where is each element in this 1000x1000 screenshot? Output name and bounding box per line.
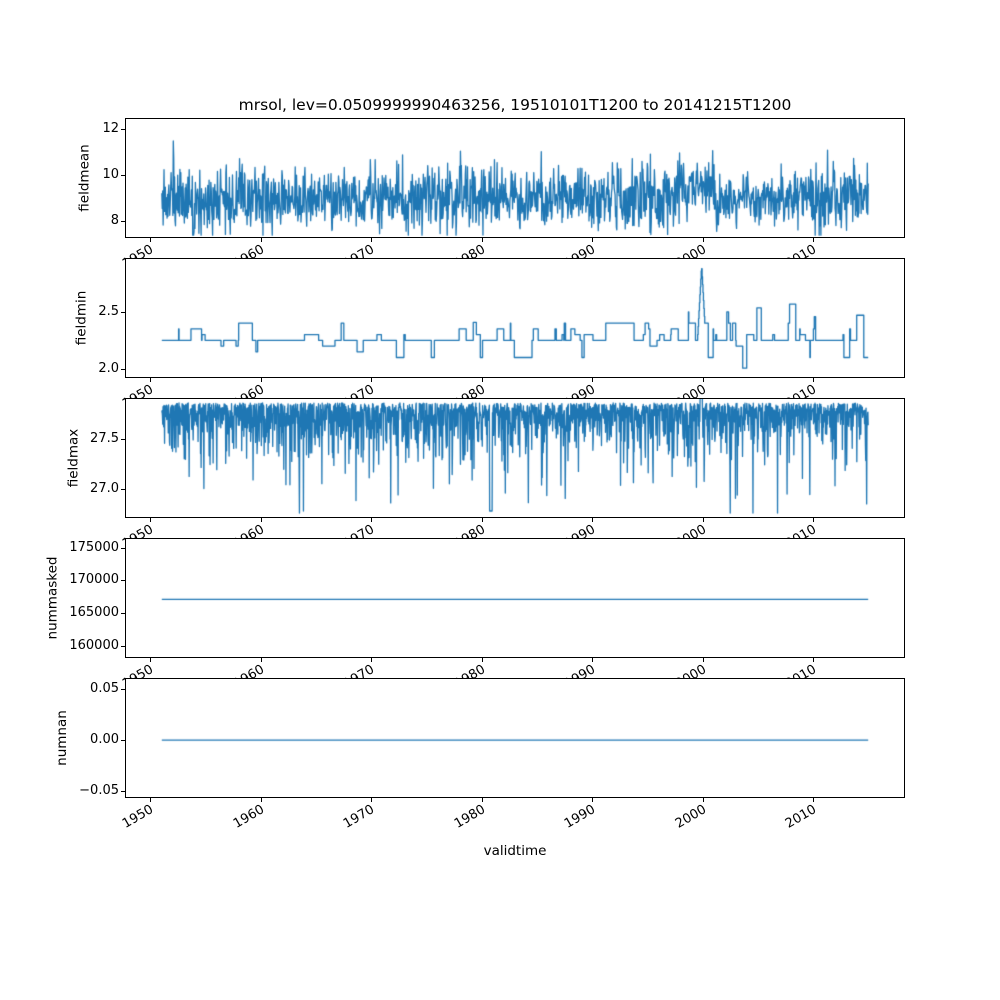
x-tick-mark bbox=[482, 798, 483, 802]
y-tick-label: 2.5 bbox=[98, 304, 119, 319]
x-tick-label: 2010 bbox=[782, 802, 819, 832]
subplot-nummasked: nummasked 160000 165000 170000 175000 bbox=[44, 538, 905, 662]
x-tick-mark bbox=[150, 378, 151, 382]
x-tick-mark bbox=[150, 798, 151, 802]
x-tick-mark bbox=[371, 378, 372, 382]
y-tick-label: 10 bbox=[102, 167, 119, 182]
y-tick-label: 0.05 bbox=[90, 681, 119, 696]
subplot-fieldmin: fieldmin 2.0 2.5 bbox=[73, 258, 905, 382]
y-tick-mark bbox=[121, 613, 125, 614]
y-tick-label: 175000 bbox=[69, 540, 119, 555]
nummasked-line-chart bbox=[126, 539, 904, 657]
x-tick-label: 1970 bbox=[340, 802, 377, 832]
y-tick-label: 170000 bbox=[69, 572, 119, 587]
y-tick-mark bbox=[121, 791, 125, 792]
y-tick-label: 0.00 bbox=[90, 732, 119, 747]
x-tick-label: 1980 bbox=[451, 802, 488, 832]
y-tick-mark bbox=[121, 221, 125, 222]
y-tick-mark bbox=[121, 740, 125, 741]
x-tick-mark bbox=[703, 798, 704, 802]
subplot-numnan: numnan −0.05 0.00 0.05 bbox=[54, 678, 905, 802]
x-tick-mark bbox=[813, 658, 814, 662]
x-tick-mark bbox=[371, 658, 372, 662]
x-tick-mark bbox=[150, 658, 151, 662]
y-tick-mark bbox=[121, 580, 125, 581]
y-tick-mark bbox=[121, 548, 125, 549]
y-axis-label-nummasked: nummasked bbox=[44, 556, 60, 640]
x-tick-mark bbox=[371, 238, 372, 242]
x-tick-labels-row-5: 1950 1960 1970 1980 1990 2000 2010 bbox=[120, 799, 905, 839]
x-tick-mark bbox=[150, 238, 151, 242]
x-tick-mark bbox=[261, 798, 262, 802]
y-tick-mark bbox=[121, 369, 125, 370]
y-tick-label: 12 bbox=[102, 121, 119, 136]
y-tick-mark bbox=[121, 489, 125, 490]
y-tick-mark bbox=[121, 646, 125, 647]
fieldmean-line-chart bbox=[126, 119, 904, 237]
y-axis-label-fieldmax: fieldmax bbox=[65, 428, 82, 488]
subplot-fieldmean: fieldmean 8 10 12 bbox=[77, 118, 905, 242]
fieldmin-line-chart bbox=[126, 259, 904, 377]
x-axis-label: validtime bbox=[483, 843, 547, 859]
x-tick-mark bbox=[261, 658, 262, 662]
y-tick-label: −0.05 bbox=[79, 783, 119, 798]
y-tick-mark bbox=[121, 312, 125, 313]
x-tick-mark bbox=[813, 518, 814, 522]
x-tick-mark bbox=[150, 518, 151, 522]
x-tick-label: 2000 bbox=[672, 802, 709, 832]
x-tick-mark bbox=[482, 378, 483, 382]
x-tick-mark bbox=[703, 658, 704, 662]
y-axis-label-fieldmin: fieldmin bbox=[73, 290, 89, 346]
x-tick-mark bbox=[371, 798, 372, 802]
x-tick-mark bbox=[261, 518, 262, 522]
numnan-line-chart bbox=[126, 679, 904, 797]
y-axis-label-fieldmean: fieldmean bbox=[77, 144, 94, 212]
x-tick-mark bbox=[592, 518, 593, 522]
y-tick-label: 8 bbox=[110, 213, 119, 228]
y-tick-label: 2.0 bbox=[98, 361, 119, 376]
x-tick-mark bbox=[482, 518, 483, 522]
x-tick-mark bbox=[482, 658, 483, 662]
x-tick-mark bbox=[703, 378, 704, 382]
x-tick-label: 1990 bbox=[561, 802, 598, 832]
x-tick-mark bbox=[261, 238, 262, 242]
y-tick-label: 27.5 bbox=[90, 431, 119, 446]
x-tick-mark bbox=[703, 518, 704, 522]
y-axis-label-numnan: numnan bbox=[54, 710, 70, 766]
x-tick-mark bbox=[482, 238, 483, 242]
chart-title: mrsol, lev=0.0509999990463256, 19510101T… bbox=[238, 96, 792, 114]
y-tick-mark bbox=[121, 175, 125, 176]
y-tick-mark bbox=[121, 439, 125, 440]
x-tick-label: 1950 bbox=[119, 802, 156, 832]
fieldmax-line-chart bbox=[126, 399, 904, 517]
x-tick-mark bbox=[371, 518, 372, 522]
x-tick-mark bbox=[592, 798, 593, 802]
x-tick-mark bbox=[813, 798, 814, 802]
x-tick-mark bbox=[813, 238, 814, 242]
x-tick-mark bbox=[261, 378, 262, 382]
y-tick-mark bbox=[121, 689, 125, 690]
y-tick-label: 160000 bbox=[69, 638, 119, 653]
y-tick-label: 165000 bbox=[69, 605, 119, 620]
x-tick-label: 1960 bbox=[230, 802, 267, 832]
subplot-fieldmax: fieldmax 27.0 27.5 bbox=[65, 398, 905, 522]
x-tick-mark bbox=[592, 658, 593, 662]
x-tick-mark bbox=[813, 378, 814, 382]
y-tick-mark bbox=[121, 129, 125, 130]
x-tick-mark bbox=[592, 238, 593, 242]
x-tick-mark bbox=[703, 238, 704, 242]
x-tick-mark bbox=[592, 378, 593, 382]
y-tick-label: 27.0 bbox=[90, 481, 119, 496]
